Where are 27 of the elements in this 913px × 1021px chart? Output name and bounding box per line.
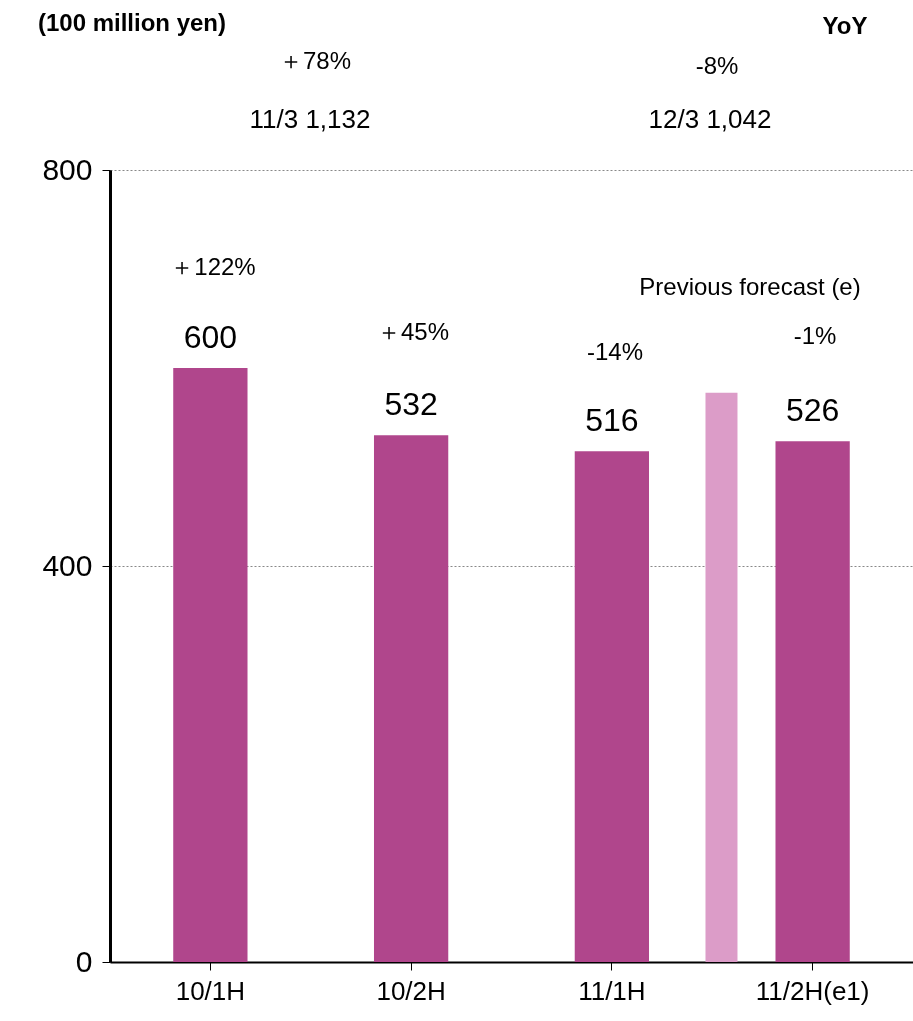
text: YoY [822, 12, 868, 39]
x-tick-label: 10/1H [175, 975, 246, 1006]
data-label: 600 [183, 319, 238, 355]
annotation: -1% [793, 322, 837, 349]
x-tick-label: 11/2H(e1) [755, 975, 870, 1006]
data-label: 526 [785, 392, 840, 429]
data-label: 532 [384, 386, 438, 423]
y-tick-label: 800 [42, 152, 93, 186]
text: 12/3 1,042 [648, 104, 772, 134]
bar [373, 435, 449, 962]
text: Previous forecast (e) [639, 273, 861, 300]
x-tick-label: 11/1H [578, 975, 646, 1006]
text: -8% [695, 52, 739, 79]
data-label: 516 [585, 402, 639, 439]
bar [173, 368, 248, 962]
bar [775, 441, 850, 962]
x-tick-label: 10/2H [376, 975, 446, 1006]
y-tick-label: 400 [42, 548, 93, 582]
bar [574, 451, 650, 962]
text: 11/3 1,132 [249, 104, 371, 134]
y-axis-title: (100 million yen) [37, 9, 227, 36]
annotation: ＋122% [170, 253, 256, 280]
text: ＋78% [278, 47, 352, 74]
annotation: -14% [586, 338, 644, 365]
y-tick-label: 0 [75, 944, 93, 978]
annotation: ＋45% [376, 318, 450, 345]
bar [705, 392, 738, 962]
